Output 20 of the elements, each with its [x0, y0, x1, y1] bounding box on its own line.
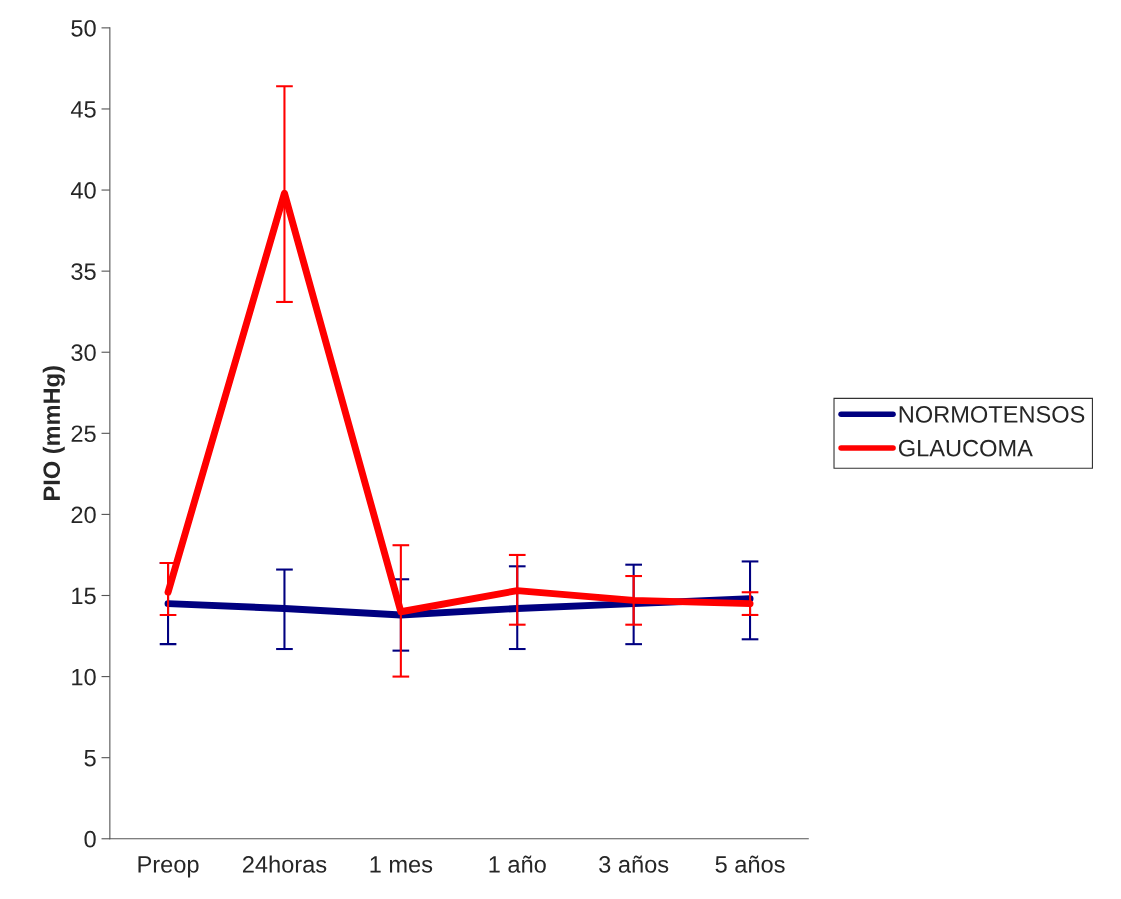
x-tick-label: 5 años — [715, 855, 785, 873]
x-tick-label: 1 mes — [370, 856, 433, 873]
x-tick-label: Preop — [138, 856, 199, 878]
y-tick-label: 35 — [71, 263, 96, 280]
y-tick-label: 40 — [70, 182, 96, 199]
x-tick-label: 1 año — [489, 855, 546, 873]
y-tick-label: 0 — [84, 830, 96, 848]
x-tick-label: 3 años — [599, 855, 669, 873]
y-tick-label: 15 — [72, 587, 96, 605]
y-tick-label: 20 — [71, 506, 96, 524]
y-tick-label: 10 — [72, 668, 96, 686]
x-tick-label: 24horas — [242, 855, 327, 873]
y-tick-label: 50 — [71, 19, 96, 37]
y-tick-label: 25 — [71, 425, 96, 443]
y-tick-label: 5 — [84, 749, 96, 767]
legend-label: GLAUCOMA — [898, 439, 1033, 457]
legend-label: NORMOTENSOS — [899, 406, 1085, 423]
y-axis-title: PIO (mmHg) — [42, 366, 65, 500]
y-tick-label: 30 — [71, 344, 96, 362]
y-tick-label: 45 — [70, 101, 96, 118]
